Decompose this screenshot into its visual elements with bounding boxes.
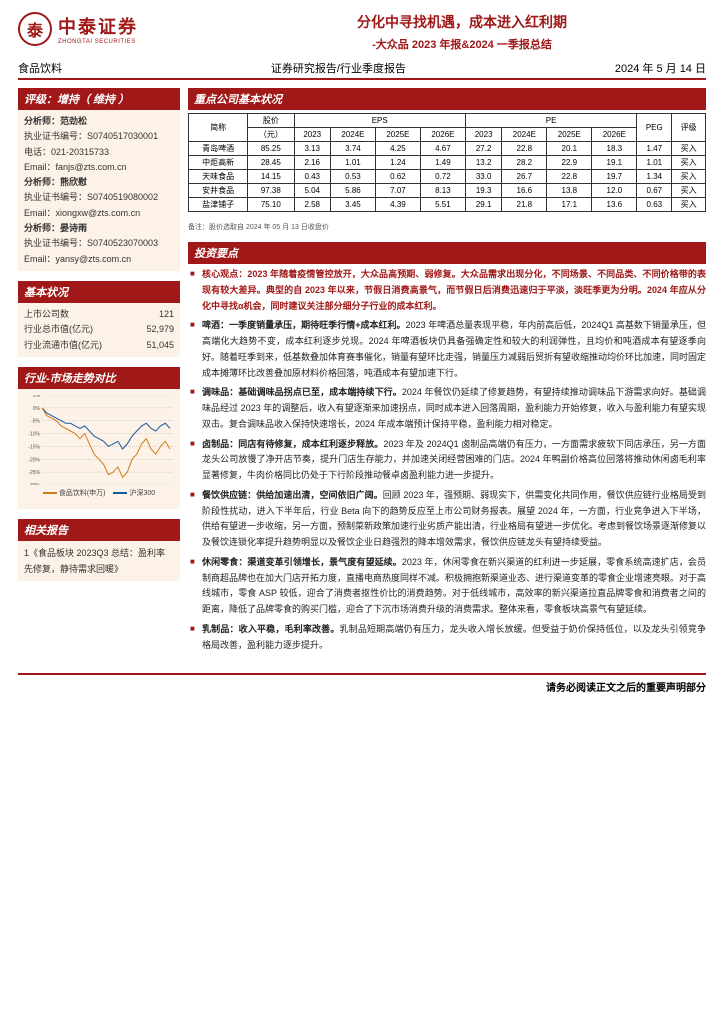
investment-bullets: 核心观点：2023 年随着疫情管控放开，大众品高预期、弱修复。大众品需求出现分化… <box>188 267 706 653</box>
related-report-item: 1《食品板块 2023Q3 总结：盈利率先修复，静待需求回暖》 <box>24 545 174 577</box>
legend-a: 食品饮料(申万) <box>59 488 106 498</box>
analyst-info-line: Email：xiongxw@zts.com.cn <box>24 206 174 221</box>
bullet-item: 啤酒：一季度销量承压，期待旺季行情+成本红利。2023 年啤酒总量表现平稳，年内… <box>188 318 706 381</box>
analyst-info-line: 分析师：晏诗雨 <box>24 221 174 236</box>
basic-stat-row: 上市公司数121 <box>24 307 174 322</box>
report-header: 泰 中泰证券 ZHONGTAI SECURITIES 分化中寻找机遇，成本进入红… <box>18 12 706 52</box>
svg-text:-10%: -10% <box>28 431 40 437</box>
sector-label: 食品饮料 <box>18 60 62 76</box>
bullet-item: 卤制品：同店有待修复，成本红利逐步释放。2023 年及 2024Q1 卤制品高端… <box>188 437 706 484</box>
table-row: 青岛啤酒85.253.133.744.254.6727.222.820.118.… <box>189 142 706 156</box>
company-table: 简称股价EPSPEPEG评级（元）20232024E2025E2026E2023… <box>188 113 706 212</box>
market-head: 行业-市场走势对比 <box>18 367 180 389</box>
svg-text:-20%: -20% <box>28 457 40 463</box>
legend-b: 沪深300 <box>129 488 155 498</box>
analyst-info-line: 执业证书编号：S0740517030001 <box>24 129 174 144</box>
table-note: 备注：股价选取自 2024 年 05 月 13 日收盘价 <box>188 222 706 232</box>
svg-text:5%: 5% <box>33 395 41 399</box>
brand-name-cn: 中泰证券 <box>58 13 138 39</box>
analyst-info-line: 分析师：熊欣慰 <box>24 175 174 190</box>
svg-text:-15%: -15% <box>28 444 40 450</box>
table-row: 盐津铺子75.102.583.454.395.5129.121.817.113.… <box>189 198 706 212</box>
rating-head: 评级：增持（ 维持 ） <box>18 88 180 110</box>
svg-text:0%: 0% <box>33 406 41 412</box>
basic-stat-row: 行业总市值(亿元)52,979 <box>24 322 174 337</box>
table-row: 安井食品97.385.045.867.078.1319.316.613.812.… <box>189 184 706 198</box>
doc-type: 证券研究报告/行业季度报告 <box>271 60 406 76</box>
report-date: 2024 年 5 月 14 日 <box>615 60 706 76</box>
brand-name-en: ZHONGTAI SECURITIES <box>58 39 138 45</box>
analyst-info-line: Email：fanjs@zts.com.cn <box>24 160 174 175</box>
bullet-item: 核心观点：2023 年随着疫情管控放开，大众品高预期、弱修复。大众品需求出现分化… <box>188 267 706 314</box>
basic-head: 基本状况 <box>18 281 180 303</box>
bullet-item: 餐饮供应链：供给加速出清，空间依旧广阔。回顾 2023 年，强预期、弱现实下，供… <box>188 488 706 551</box>
market-section: 行业-市场走势对比 5% 0% -5% -10% -15% -20% -25% -30% 食品… <box>18 367 180 509</box>
table-row: 天味食品14.150.430.530.620.7233.026.722.819.… <box>189 170 706 184</box>
basic-stat-row: 行业流通市值(亿元)51,045 <box>24 338 174 353</box>
bullet-item: 调味品：基础调味品拐点已至，成本端持续下行。2024 年餐饮仍延续了修复趋势，有… <box>188 385 706 432</box>
svg-text:-25%: -25% <box>28 470 40 476</box>
invest-head: 投资要点 <box>188 242 706 264</box>
report-subtitle: -大众品 2023 年报&2024 一季报总结 <box>218 36 706 52</box>
rating-section: 评级：增持（ 维持 ） 分析师：范劲松执业证书编号：S0740517030001… <box>18 88 180 271</box>
footer-disclaimer: 请务必阅读正文之后的重要声明部分 <box>18 673 706 694</box>
market-chart: 5% 0% -5% -10% -15% -20% -25% -30% 食品饮料(申万) 沪深3… <box>18 389 180 509</box>
bullet-item: 休闲零食：渠道变革引领增长，景气度有望延续。2023 年，休闲零食在新兴渠道的红… <box>188 555 706 618</box>
svg-text:-30%: -30% <box>28 483 40 485</box>
related-head: 相关报告 <box>18 519 180 541</box>
analyst-info-line: 执业证书编号：S0740523070003 <box>24 236 174 251</box>
table-row: 中炬高新28.452.161.011.241.4913.228.222.919.… <box>189 156 706 170</box>
analyst-info-line: Email：yansy@zts.com.cn <box>24 252 174 267</box>
meta-bar: 食品饮料 证券研究报告/行业季度报告 2024 年 5 月 14 日 <box>18 60 706 80</box>
report-title: 分化中寻找机遇，成本进入红利期 <box>218 12 706 32</box>
analyst-info-line: 分析师：范劲松 <box>24 114 174 129</box>
svg-text:-5%: -5% <box>31 419 40 425</box>
analyst-info-line: 执业证书编号：S0740519080002 <box>24 190 174 205</box>
related-section: 相关报告 1《食品板块 2023Q3 总结：盈利率先修复，静待需求回暖》 <box>18 519 180 581</box>
brand-logo: 泰 中泰证券 ZHONGTAI SECURITIES <box>18 12 218 46</box>
analyst-info-line: 电话：021-20315733 <box>24 145 174 160</box>
company-table-head: 重点公司基本状况 <box>188 88 706 110</box>
logo-icon: 泰 <box>18 12 52 46</box>
basic-section: 基本状况 上市公司数121行业总市值(亿元)52,979行业流通市值(亿元)51… <box>18 281 180 357</box>
bullet-item: 乳制品：收入平稳，毛利率改善。乳制品短期高端仍有压力，龙头收入增长放缓。但受益于… <box>188 622 706 654</box>
